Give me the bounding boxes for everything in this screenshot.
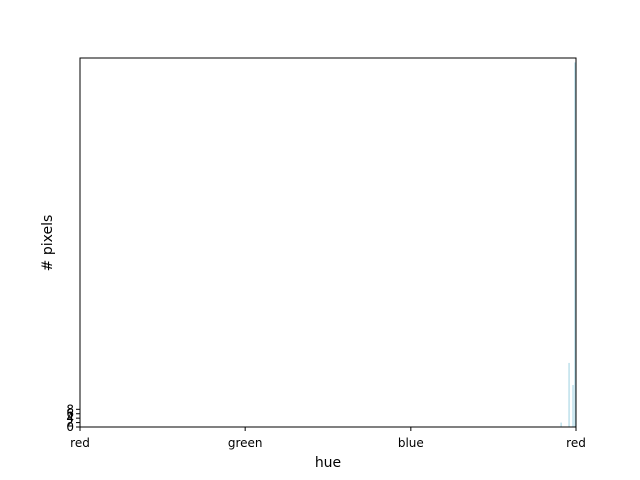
x-tick-label: green [228,436,263,450]
x-tick-label: blue [398,436,424,450]
histogram-bar [572,385,574,427]
bars-group [560,62,576,428]
y-tick-label: 0 [66,420,74,434]
y-axis-label: # pixels [40,215,56,272]
x-axis-label: hue [315,455,341,471]
x-ticks: red green blue red [70,427,586,450]
x-tick-label: red [70,436,90,450]
y-tick-label: 4 [66,411,74,425]
y-tick-label: 2 [66,416,74,430]
histogram-bar [560,422,562,427]
x-tick-label: red [566,436,586,450]
histogram-bar [574,62,576,428]
histogram-bar [568,362,570,427]
y-tick-label: 6 [66,407,74,421]
y-tick-label: 8 [66,402,74,416]
plot-frame [79,57,577,428]
